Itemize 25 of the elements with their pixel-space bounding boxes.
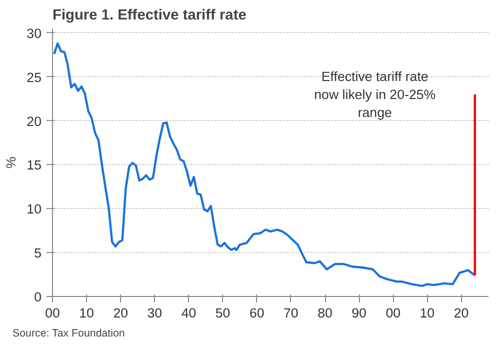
y-tick-label: 20 [26, 114, 42, 129]
x-tick-label: 20 [113, 306, 128, 320]
y-tick-label: 5 [34, 246, 42, 261]
y-tick-label: 10 [26, 202, 42, 217]
x-tick-label: 90 [352, 306, 366, 320]
y-tick-label: 0 [34, 290, 42, 304]
x-tick-label: 10 [420, 306, 435, 320]
x-tick-label: 50 [215, 306, 230, 320]
y-tick-label: 25 [26, 70, 42, 85]
x-tick-label: 30 [147, 306, 162, 320]
x-tick-label: 40 [181, 306, 196, 320]
annotation: Effective tariff rate now likely in 20-25% range [314, 68, 436, 120]
x-tick-label: 80 [318, 306, 332, 320]
chart-title: Figure 1. Effective tariff rate [52, 8, 246, 24]
x-tick-label: 70 [284, 306, 298, 320]
y-tick-label: 15 [26, 158, 42, 173]
x-tick-label: 00 [386, 306, 401, 320]
line-series [53, 42, 476, 288]
source-note: Source: Tax Foundation [12, 328, 125, 340]
y-tick-label: 30 [26, 26, 42, 41]
x-tick-label: 60 [249, 306, 264, 320]
x-tick-label: 10 [79, 306, 94, 320]
x-tick-label: 20 [454, 306, 469, 320]
y-axis-title: % [4, 156, 19, 168]
x-tick-label: 00 [45, 306, 60, 320]
